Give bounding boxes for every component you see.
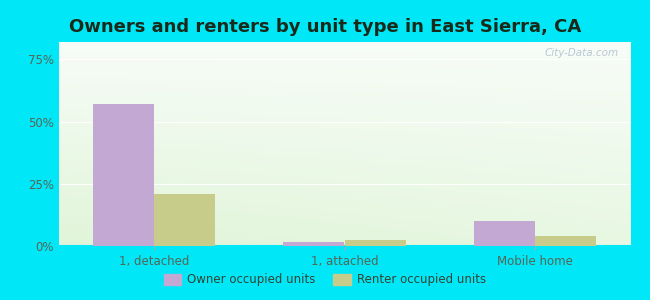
- Text: Owners and renters by unit type in East Sierra, CA: Owners and renters by unit type in East …: [69, 18, 581, 36]
- Bar: [344, 240, 406, 246]
- Bar: [93, 104, 154, 246]
- Bar: [474, 221, 535, 246]
- Bar: [283, 242, 344, 246]
- Text: City-Data.com: City-Data.com: [545, 48, 619, 58]
- Bar: [154, 194, 215, 246]
- Legend: Owner occupied units, Renter occupied units: Owner occupied units, Renter occupied un…: [159, 269, 491, 291]
- Bar: [535, 236, 596, 246]
